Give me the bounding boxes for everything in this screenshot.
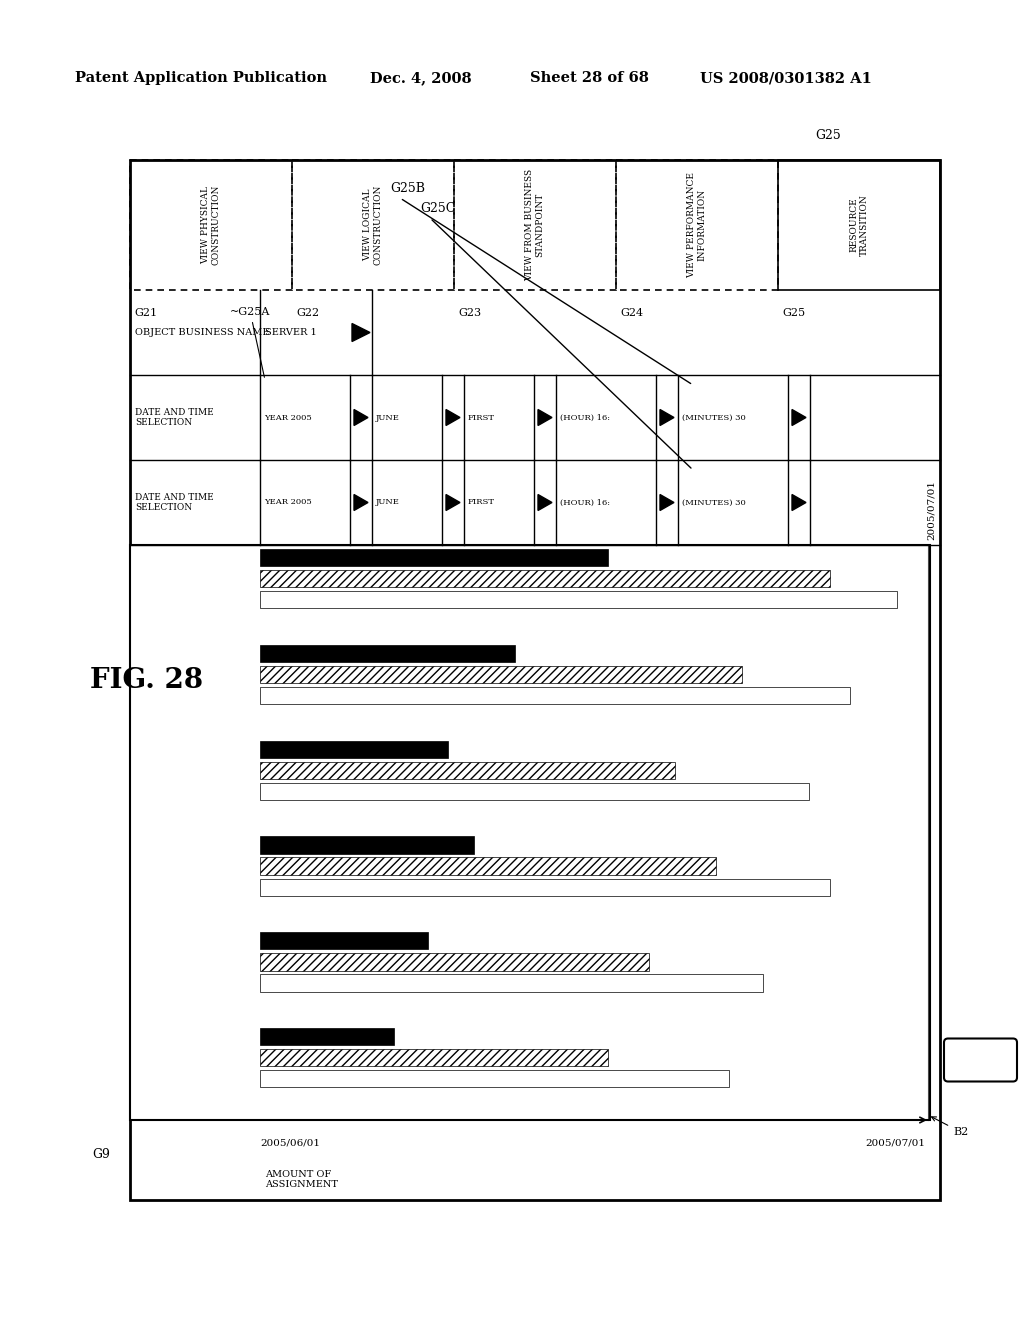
- Bar: [260, 879, 829, 896]
- Bar: [260, 1028, 394, 1045]
- Bar: [260, 591, 896, 609]
- Text: VIEW FROM BUSINESS
STANDPOINT: VIEW FROM BUSINESS STANDPOINT: [525, 169, 545, 281]
- Text: 2005/07/01: 2005/07/01: [865, 1138, 925, 1147]
- Bar: [130, 545, 930, 1119]
- Bar: [260, 570, 829, 587]
- Polygon shape: [352, 323, 370, 342]
- Polygon shape: [354, 495, 368, 511]
- Text: US 2008/0301382 A1: US 2008/0301382 A1: [700, 71, 871, 84]
- Text: FIG. 28: FIG. 28: [90, 667, 203, 693]
- Polygon shape: [660, 409, 674, 425]
- Text: ~G25A: ~G25A: [230, 308, 270, 378]
- Polygon shape: [792, 495, 806, 511]
- Bar: [260, 762, 676, 779]
- Text: G9: G9: [92, 1148, 110, 1162]
- Text: FIRST: FIRST: [468, 499, 495, 507]
- Text: RESOURCE
TRANSITION: RESOURCE TRANSITION: [849, 194, 868, 256]
- Bar: [260, 858, 716, 875]
- Text: (HOUR) 16:: (HOUR) 16:: [560, 499, 610, 507]
- Bar: [616, 160, 778, 290]
- Bar: [260, 783, 809, 800]
- Text: G25: G25: [782, 308, 805, 318]
- Text: FIRST: FIRST: [468, 413, 495, 421]
- Polygon shape: [792, 409, 806, 425]
- Bar: [130, 160, 940, 1200]
- Text: JUNE: JUNE: [376, 413, 400, 421]
- Polygon shape: [446, 409, 460, 425]
- Bar: [260, 932, 427, 949]
- Bar: [260, 837, 474, 854]
- Polygon shape: [660, 495, 674, 511]
- Bar: [260, 953, 648, 970]
- Text: VIEW PHYSICAL
CONSTRUCTION: VIEW PHYSICAL CONSTRUCTION: [202, 185, 221, 265]
- Text: (MINUTES) 30: (MINUTES) 30: [682, 499, 745, 507]
- Text: DATE AND TIME
SELECTION: DATE AND TIME SELECTION: [135, 408, 214, 428]
- Text: VIEW PERFORMANCE
INFORMATION: VIEW PERFORMANCE INFORMATION: [687, 172, 707, 279]
- Polygon shape: [538, 495, 552, 511]
- Text: AMOUNT OF
ASSIGNMENT: AMOUNT OF ASSIGNMENT: [265, 1170, 338, 1189]
- Text: B2: B2: [932, 1117, 969, 1137]
- Bar: [260, 1049, 608, 1067]
- Text: G23: G23: [458, 308, 481, 318]
- Bar: [778, 160, 940, 290]
- Bar: [260, 1071, 729, 1088]
- Polygon shape: [354, 409, 368, 425]
- Bar: [260, 741, 447, 758]
- Text: SERVER 1: SERVER 1: [265, 327, 316, 337]
- Bar: [292, 160, 454, 290]
- Bar: [260, 974, 763, 991]
- Text: Patent Application Publication: Patent Application Publication: [75, 71, 327, 84]
- Polygon shape: [446, 495, 460, 511]
- Bar: [130, 160, 292, 290]
- Text: Sheet 28 of 68: Sheet 28 of 68: [530, 71, 649, 84]
- Text: YEAR 2005: YEAR 2005: [264, 499, 311, 507]
- Text: JUNE: JUNE: [376, 499, 400, 507]
- Bar: [260, 686, 850, 704]
- Text: 2005/07/01: 2005/07/01: [927, 480, 936, 540]
- Polygon shape: [538, 409, 552, 425]
- Bar: [260, 644, 515, 661]
- Bar: [260, 549, 608, 566]
- Text: G24: G24: [620, 308, 643, 318]
- Text: END: END: [965, 1053, 996, 1067]
- Text: G21: G21: [134, 308, 157, 318]
- Text: 2005/06/01: 2005/06/01: [260, 1138, 319, 1147]
- Text: G25B: G25B: [390, 181, 425, 194]
- FancyBboxPatch shape: [944, 1039, 1017, 1081]
- Text: G25: G25: [815, 129, 841, 143]
- Text: (MINUTES) 30: (MINUTES) 30: [682, 413, 745, 421]
- Bar: [454, 160, 616, 290]
- Bar: [260, 665, 742, 682]
- Text: (HOUR) 16:: (HOUR) 16:: [560, 413, 610, 421]
- Text: YEAR 2005: YEAR 2005: [264, 413, 311, 421]
- Text: VIEW LOGICAL
CONSTRUCTION: VIEW LOGICAL CONSTRUCTION: [364, 185, 383, 265]
- Text: DATE AND TIME
SELECTION: DATE AND TIME SELECTION: [135, 492, 214, 512]
- Text: OBJECT BUSINESS NAME: OBJECT BUSINESS NAME: [135, 327, 269, 337]
- Text: G22: G22: [296, 308, 319, 318]
- Text: G25C: G25C: [420, 202, 456, 214]
- Text: Dec. 4, 2008: Dec. 4, 2008: [370, 71, 472, 84]
